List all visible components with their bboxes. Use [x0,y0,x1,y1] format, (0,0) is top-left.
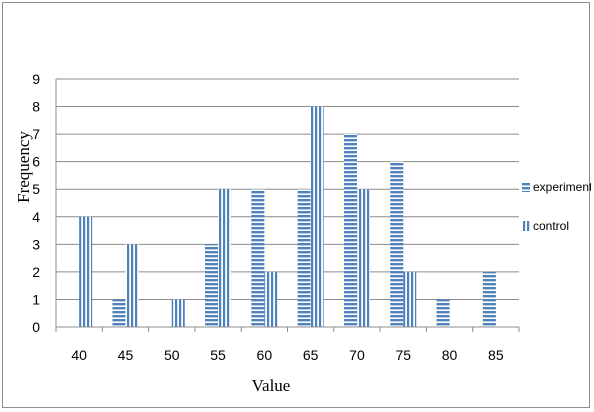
bar-experiment-75 [390,161,404,327]
x-tick-label-55: 55 [210,347,226,363]
bar-control-45 [125,244,139,327]
y-tick-label-5: 5 [32,181,40,197]
y-tick-label-3: 3 [32,236,40,252]
bar-experiment-70 [343,134,357,327]
x-tick-label-60: 60 [257,347,273,363]
bar-experiment-45 [112,299,126,327]
legend-swatch-control [522,221,530,231]
x-tick-label-65: 65 [303,347,319,363]
legend-label-experiment: experiment [533,180,591,194]
y-tick-label-8: 8 [32,99,40,115]
x-tick-label-40: 40 [71,347,87,363]
bar-control-70 [356,189,370,327]
bar-control-55 [218,189,232,327]
bar-control-60 [264,271,278,327]
bar-control-65 [310,106,324,327]
bar-control-40 [79,216,93,327]
legend: experiment control [522,180,591,233]
bar-experiment-85 [482,271,496,327]
bar-experiment-80 [436,299,450,327]
x-tick-label-85: 85 [488,347,504,363]
y-tick-label-9: 9 [32,71,40,87]
bar-experiment-60 [251,189,265,327]
y-tick-label-7: 7 [32,126,40,142]
bars [79,106,496,327]
y-tick-label-4: 4 [32,209,40,225]
bar-experiment-65 [297,189,311,327]
bar-control-75 [403,271,417,327]
y-tick-label-6: 6 [32,154,40,170]
x-tick-label-70: 70 [349,347,365,363]
x-tick-label-50: 50 [164,347,180,363]
bar-experiment-55 [205,244,219,327]
chart-frame: 0 1 2 3 4 5 6 7 8 9 40 45 50 55 60 65 70 75 80 85 Value Fre… [2,2,591,408]
y-tick-label-2: 2 [32,264,40,280]
x-tick-label-80: 80 [442,347,458,363]
bar-control-50 [171,299,185,327]
y-axis-title: Frequency [14,131,33,203]
x-axis-title: Value [252,376,291,395]
y-tick-label-0: 0 [32,319,40,335]
x-tick-label-75: 75 [395,347,411,363]
x-tick-label-45: 45 [118,347,134,363]
legend-label-control: control [533,219,569,233]
y-tick-label-1: 1 [32,291,40,307]
legend-swatch-experiment [522,182,530,192]
